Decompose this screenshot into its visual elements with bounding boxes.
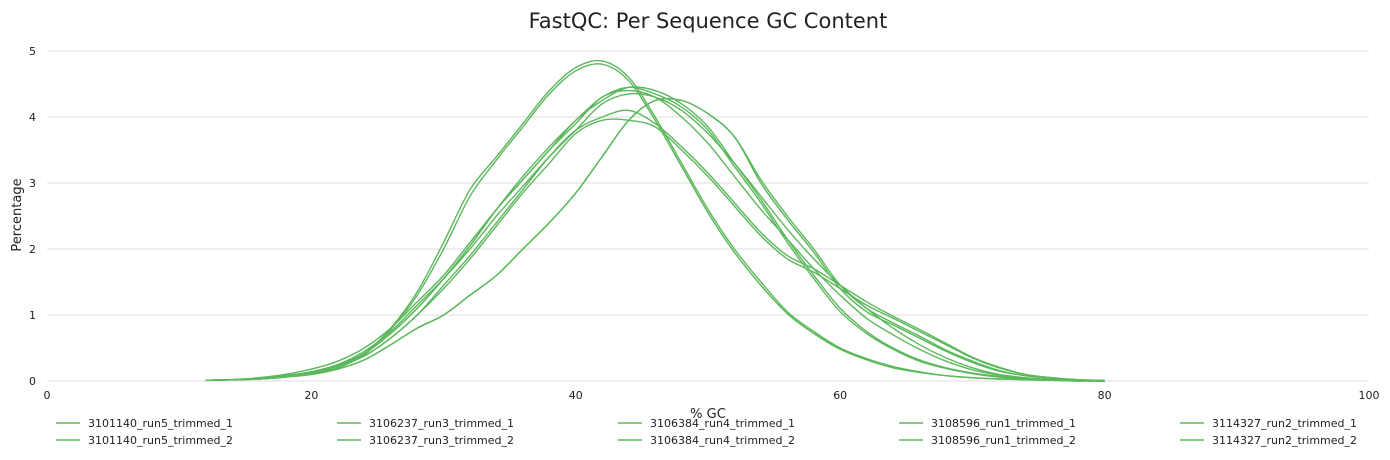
legend-item[interactable]: 3101140_run5_trimmed_2 (56, 434, 233, 447)
series-line-3106384_run4_trimmed_1 (205, 86, 1105, 382)
legend-label: 3114327_run2_trimmed_1 (1212, 417, 1357, 430)
legend-label: 3108596_run1_trimmed_2 (931, 434, 1076, 447)
legend-item[interactable]: 3114327_run2_trimmed_2 (1180, 434, 1357, 447)
legend-label: 3108596_run1_trimmed_1 (931, 417, 1076, 430)
series-line-3101140_run5_trimmed_2 (205, 89, 1105, 382)
x-axis-label: % GC (690, 407, 726, 422)
series-lines (205, 59, 1105, 382)
x-tick-label: 100 (1359, 389, 1380, 402)
legend-label: 3114327_run2_trimmed_2 (1212, 434, 1357, 447)
x-tick-label: 80 (1098, 389, 1112, 402)
legend-label: 3106384_run4_trimmed_1 (650, 417, 795, 430)
series-line-3106237_run3_trimmed_1 (205, 59, 1105, 382)
legend-item[interactable]: 3106384_run4_trimmed_1 (618, 417, 795, 430)
y-axis-ticks: 0 1 2 3 4 5 (29, 45, 36, 388)
x-tick-label: 60 (833, 389, 847, 402)
y-axis-label: Percentage (10, 178, 25, 251)
series-line-3106384_run4_trimmed_2 (205, 86, 1105, 382)
series-line-3101140_run5_trimmed_1 (205, 92, 1105, 382)
legend: 3101140_run5_trimmed_1 3101140_run5_trimm… (56, 417, 1357, 447)
x-tick-label: 0 (44, 389, 51, 402)
x-axis-ticks: 0 20 40 60 80 100 (44, 389, 1380, 402)
legend-item[interactable]: 3108596_run1_trimmed_2 (899, 434, 1076, 447)
legend-label: 3106237_run3_trimmed_1 (369, 417, 514, 430)
y-tick-label: 3 (29, 177, 36, 190)
y-tick-label: 0 (29, 375, 36, 388)
x-tick-label: 40 (569, 389, 583, 402)
legend-label: 3106237_run3_trimmed_2 (369, 434, 514, 447)
legend-item[interactable]: 3106237_run3_trimmed_1 (337, 417, 514, 430)
legend-item[interactable]: 3114327_run2_trimmed_1 (1180, 417, 1357, 430)
x-tick-label: 20 (304, 389, 318, 402)
series-line-3108596_run1_trimmed_2 (205, 97, 1105, 382)
y-tick-label: 5 (29, 45, 36, 58)
legend-item[interactable]: 3106384_run4_trimmed_2 (618, 434, 795, 447)
chart-title: FastQC: Per Sequence GC Content (529, 9, 888, 33)
legend-label: 3101140_run5_trimmed_1 (88, 417, 233, 430)
y-tick-label: 1 (29, 309, 36, 322)
legend-label: 3106384_run4_trimmed_2 (650, 434, 795, 447)
y-tick-label: 4 (29, 111, 36, 124)
legend-item[interactable]: 3108596_run1_trimmed_1 (899, 417, 1076, 430)
legend-item[interactable]: 3106237_run3_trimmed_2 (337, 434, 514, 447)
series-line-3114327_run2_trimmed_2 (205, 109, 1105, 381)
grid-lines (47, 50, 1369, 382)
legend-item[interactable]: 3101140_run5_trimmed_1 (56, 417, 233, 430)
series-line-3106237_run3_trimmed_2 (205, 63, 1105, 382)
legend-label: 3101140_run5_trimmed_2 (88, 434, 233, 447)
series-line-3108596_run1_trimmed_1 (205, 97, 1105, 382)
y-tick-label: 2 (29, 243, 36, 256)
series-line-3114327_run2_trimmed_1 (205, 118, 1105, 381)
